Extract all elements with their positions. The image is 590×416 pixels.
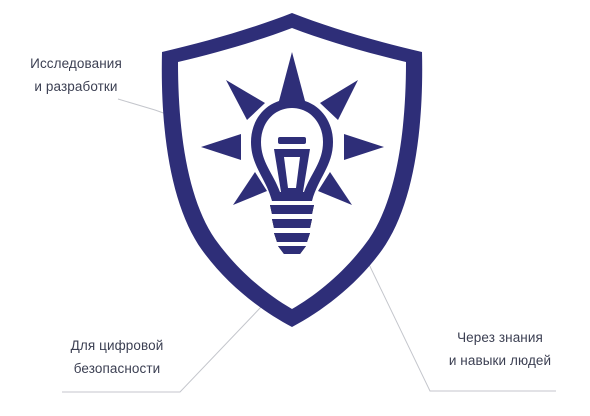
ray-bottom-right bbox=[318, 172, 352, 205]
label-digital-security: Для цифровой безопасности bbox=[62, 334, 172, 380]
label-people-knowledge: Через знания и навыки людей bbox=[436, 326, 564, 372]
sun-rays-icon bbox=[201, 52, 384, 205]
ray-right bbox=[344, 134, 384, 160]
label-rnd-line1: Исследования bbox=[30, 56, 122, 71]
label-digital-line2: безопасности bbox=[73, 361, 161, 376]
ray-top-left bbox=[226, 80, 265, 120]
ray-bottom-left bbox=[233, 172, 267, 205]
label-people-line2: и навыки людей bbox=[448, 353, 552, 368]
leader-line-digital bbox=[62, 305, 263, 393]
label-people-line1: Через знания bbox=[457, 330, 543, 345]
ray-top-right bbox=[320, 80, 358, 120]
label-digital-line1: Для цифровой bbox=[70, 338, 164, 353]
label-rnd-line2: и разработки bbox=[34, 79, 118, 94]
ray-top bbox=[279, 52, 305, 101]
ray-left bbox=[201, 134, 241, 160]
label-research-development: Исследования и разработки bbox=[12, 52, 140, 98]
